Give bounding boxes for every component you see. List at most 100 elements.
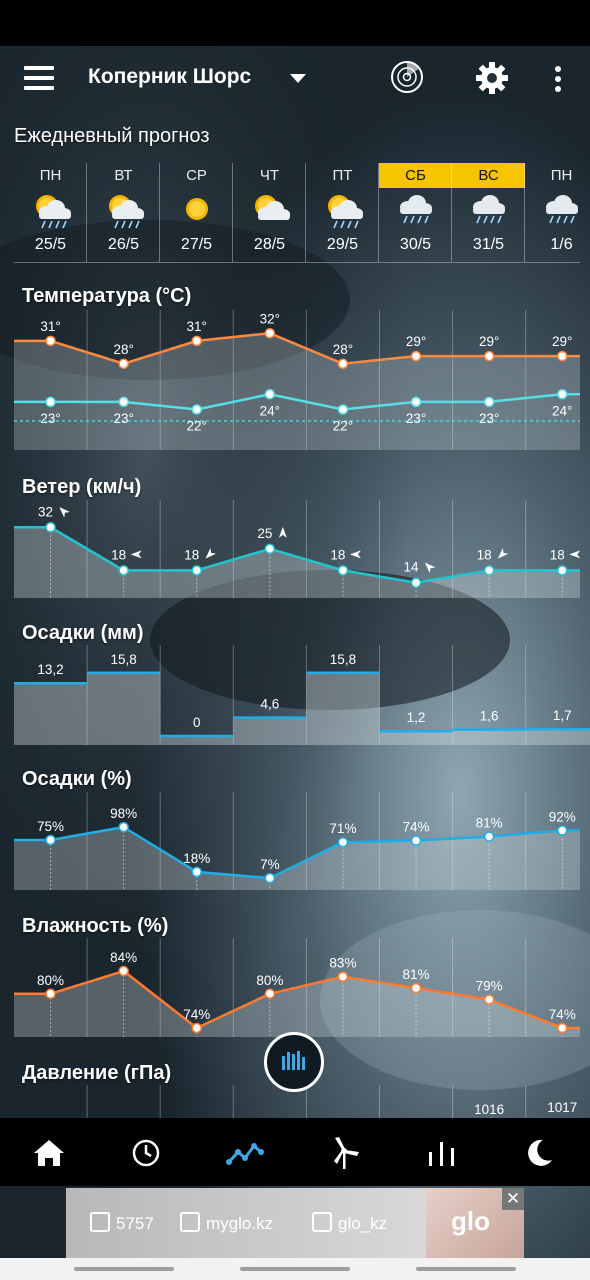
day-date: 26/5 xyxy=(107,236,140,253)
day-column[interactable]: ВС 31/5 xyxy=(452,163,525,262)
bars-icon xyxy=(282,1051,305,1070)
precip-pct-label: 71% xyxy=(329,821,356,836)
trend-chart-icon[interactable] xyxy=(224,1132,266,1174)
humidity-label: 80% xyxy=(256,973,283,988)
location-title[interactable]: Коперник Шорс xyxy=(88,65,252,88)
home-icon[interactable] xyxy=(28,1132,70,1174)
humidity-label: 84% xyxy=(110,950,137,965)
wind-title: Ветер (км/ч) xyxy=(22,476,142,498)
precip-mm-label: 15,8 xyxy=(330,652,356,667)
radar-icon[interactable] xyxy=(390,60,424,94)
temperature-max-line xyxy=(14,331,580,366)
day-column[interactable]: ВТ 26/5 xyxy=(87,163,160,262)
day-column[interactable]: СР 27/5 xyxy=(160,163,233,262)
temperature-min-point xyxy=(410,396,422,408)
wind-label: 14 xyxy=(404,560,420,575)
temperature-max-label: 28° xyxy=(333,342,353,357)
temperature-min-point xyxy=(337,404,349,415)
day-column[interactable]: ПН 25/5 xyxy=(14,163,87,262)
precip-mm-title: Осадки (мм) xyxy=(22,622,144,644)
temperature-max-point xyxy=(191,335,202,347)
pressure-label: 1017 xyxy=(547,1100,577,1115)
day-date: 30/5 xyxy=(399,236,432,253)
precip-pct-point xyxy=(191,866,202,878)
bottom-nav xyxy=(0,1118,590,1186)
temperature-max-label: 31° xyxy=(187,319,207,334)
wind-point xyxy=(264,543,276,555)
precip-pct-label: 75% xyxy=(37,819,64,834)
ad-close-button[interactable]: ✕ xyxy=(502,1188,524,1210)
sun-cloud-icon xyxy=(250,189,290,229)
temperature-max-label: 29° xyxy=(406,334,426,349)
temperature-max-point xyxy=(557,350,568,362)
wind-direction-icon xyxy=(59,507,70,518)
system-gesture-bar xyxy=(0,1258,590,1280)
precip-pct-point xyxy=(410,835,422,846)
temperature-min-label: 23° xyxy=(113,411,133,426)
wind-turbine-icon[interactable] xyxy=(323,1132,365,1174)
humidity-point xyxy=(118,965,129,977)
gear-icon[interactable] xyxy=(474,60,510,96)
ad-site: myglo.kz xyxy=(180,1212,273,1234)
moon-icon[interactable] xyxy=(518,1132,560,1174)
precip-bar xyxy=(87,672,161,745)
web-icon xyxy=(180,1212,200,1232)
dropdown-caret-icon[interactable] xyxy=(290,74,306,83)
wind-point xyxy=(337,565,349,576)
day-strip: ПН 25/5 ВТ 26/5 СР 27/5 ЧТ 28/5 ПТ 29/5 СБ 30/5 ВС 31… xyxy=(14,163,580,262)
precip-pct-title: Осадки (%) xyxy=(22,768,132,790)
precip-pct-point xyxy=(557,825,568,836)
gesture-handle-center xyxy=(240,1267,350,1271)
graph-fab-button[interactable] xyxy=(264,1032,324,1092)
precip-mm-label: 1,2 xyxy=(407,710,426,725)
day-strip-divider xyxy=(14,262,580,263)
humidity-label: 74% xyxy=(549,1007,576,1022)
ad-insta-text: glo_kz xyxy=(338,1214,388,1233)
day-column[interactable]: СБ 30/5 xyxy=(379,163,452,262)
day-column[interactable]: ПТ 29/5 xyxy=(306,163,379,262)
wind-label: 18 xyxy=(184,547,199,562)
gesture-handle-right xyxy=(416,1267,516,1271)
humidity-point xyxy=(191,1022,202,1034)
day-date: 28/5 xyxy=(253,236,286,253)
day-date: 31/5 xyxy=(472,236,505,253)
precip-bar xyxy=(233,717,307,745)
bars-chart-icon[interactable] xyxy=(421,1132,463,1174)
wind-point xyxy=(45,522,56,533)
precip-pct-label: 81% xyxy=(476,816,503,831)
temperature-min-label: 24° xyxy=(552,403,572,418)
day-name: СР xyxy=(186,167,207,184)
pressure-label: 1016 xyxy=(474,1102,504,1117)
precip-mm-label: 0 xyxy=(193,715,201,730)
humidity-title: Влажность (%) xyxy=(22,915,169,937)
day-column[interactable]: ПН 1/6 xyxy=(525,163,590,262)
precip-pct-label: 7% xyxy=(260,857,280,872)
day-column[interactable]: ЧТ 28/5 xyxy=(233,163,306,262)
wind-line xyxy=(14,526,580,584)
day-date: 1/6 xyxy=(550,236,573,253)
day-name: ПН xyxy=(550,167,573,184)
temperature-min-label: 23° xyxy=(479,411,499,426)
wind-label: 18 xyxy=(550,547,565,562)
wind-direction-icon xyxy=(349,550,361,559)
precip-pct-label: 98% xyxy=(110,806,137,821)
precip-mm-label: 13,2 xyxy=(37,662,63,677)
temperature-title: Температура (°C) xyxy=(22,285,192,307)
wind-label: 25 xyxy=(257,526,272,541)
precip-pct-area xyxy=(14,827,580,890)
cloud-rain-icon xyxy=(396,189,436,229)
humidity-area xyxy=(14,971,580,1037)
app-bar: Коперник Шорс xyxy=(0,46,590,112)
menu-icon[interactable] xyxy=(24,66,54,90)
temperature-min-label: 22° xyxy=(187,419,207,434)
precip-pct-label: 18% xyxy=(183,851,210,866)
humidity-label: 83% xyxy=(329,956,356,971)
precip-pct-label: 74% xyxy=(403,820,430,835)
cloud-rain-icon xyxy=(469,189,509,229)
ad-banner[interactable]: 5757 myglo.kz glo_kz glo ✕ xyxy=(66,1188,524,1258)
humidity-point xyxy=(410,982,422,994)
more-vert-icon[interactable] xyxy=(548,64,568,94)
clock-icon[interactable] xyxy=(125,1132,167,1174)
precip-pct-point xyxy=(337,836,349,848)
